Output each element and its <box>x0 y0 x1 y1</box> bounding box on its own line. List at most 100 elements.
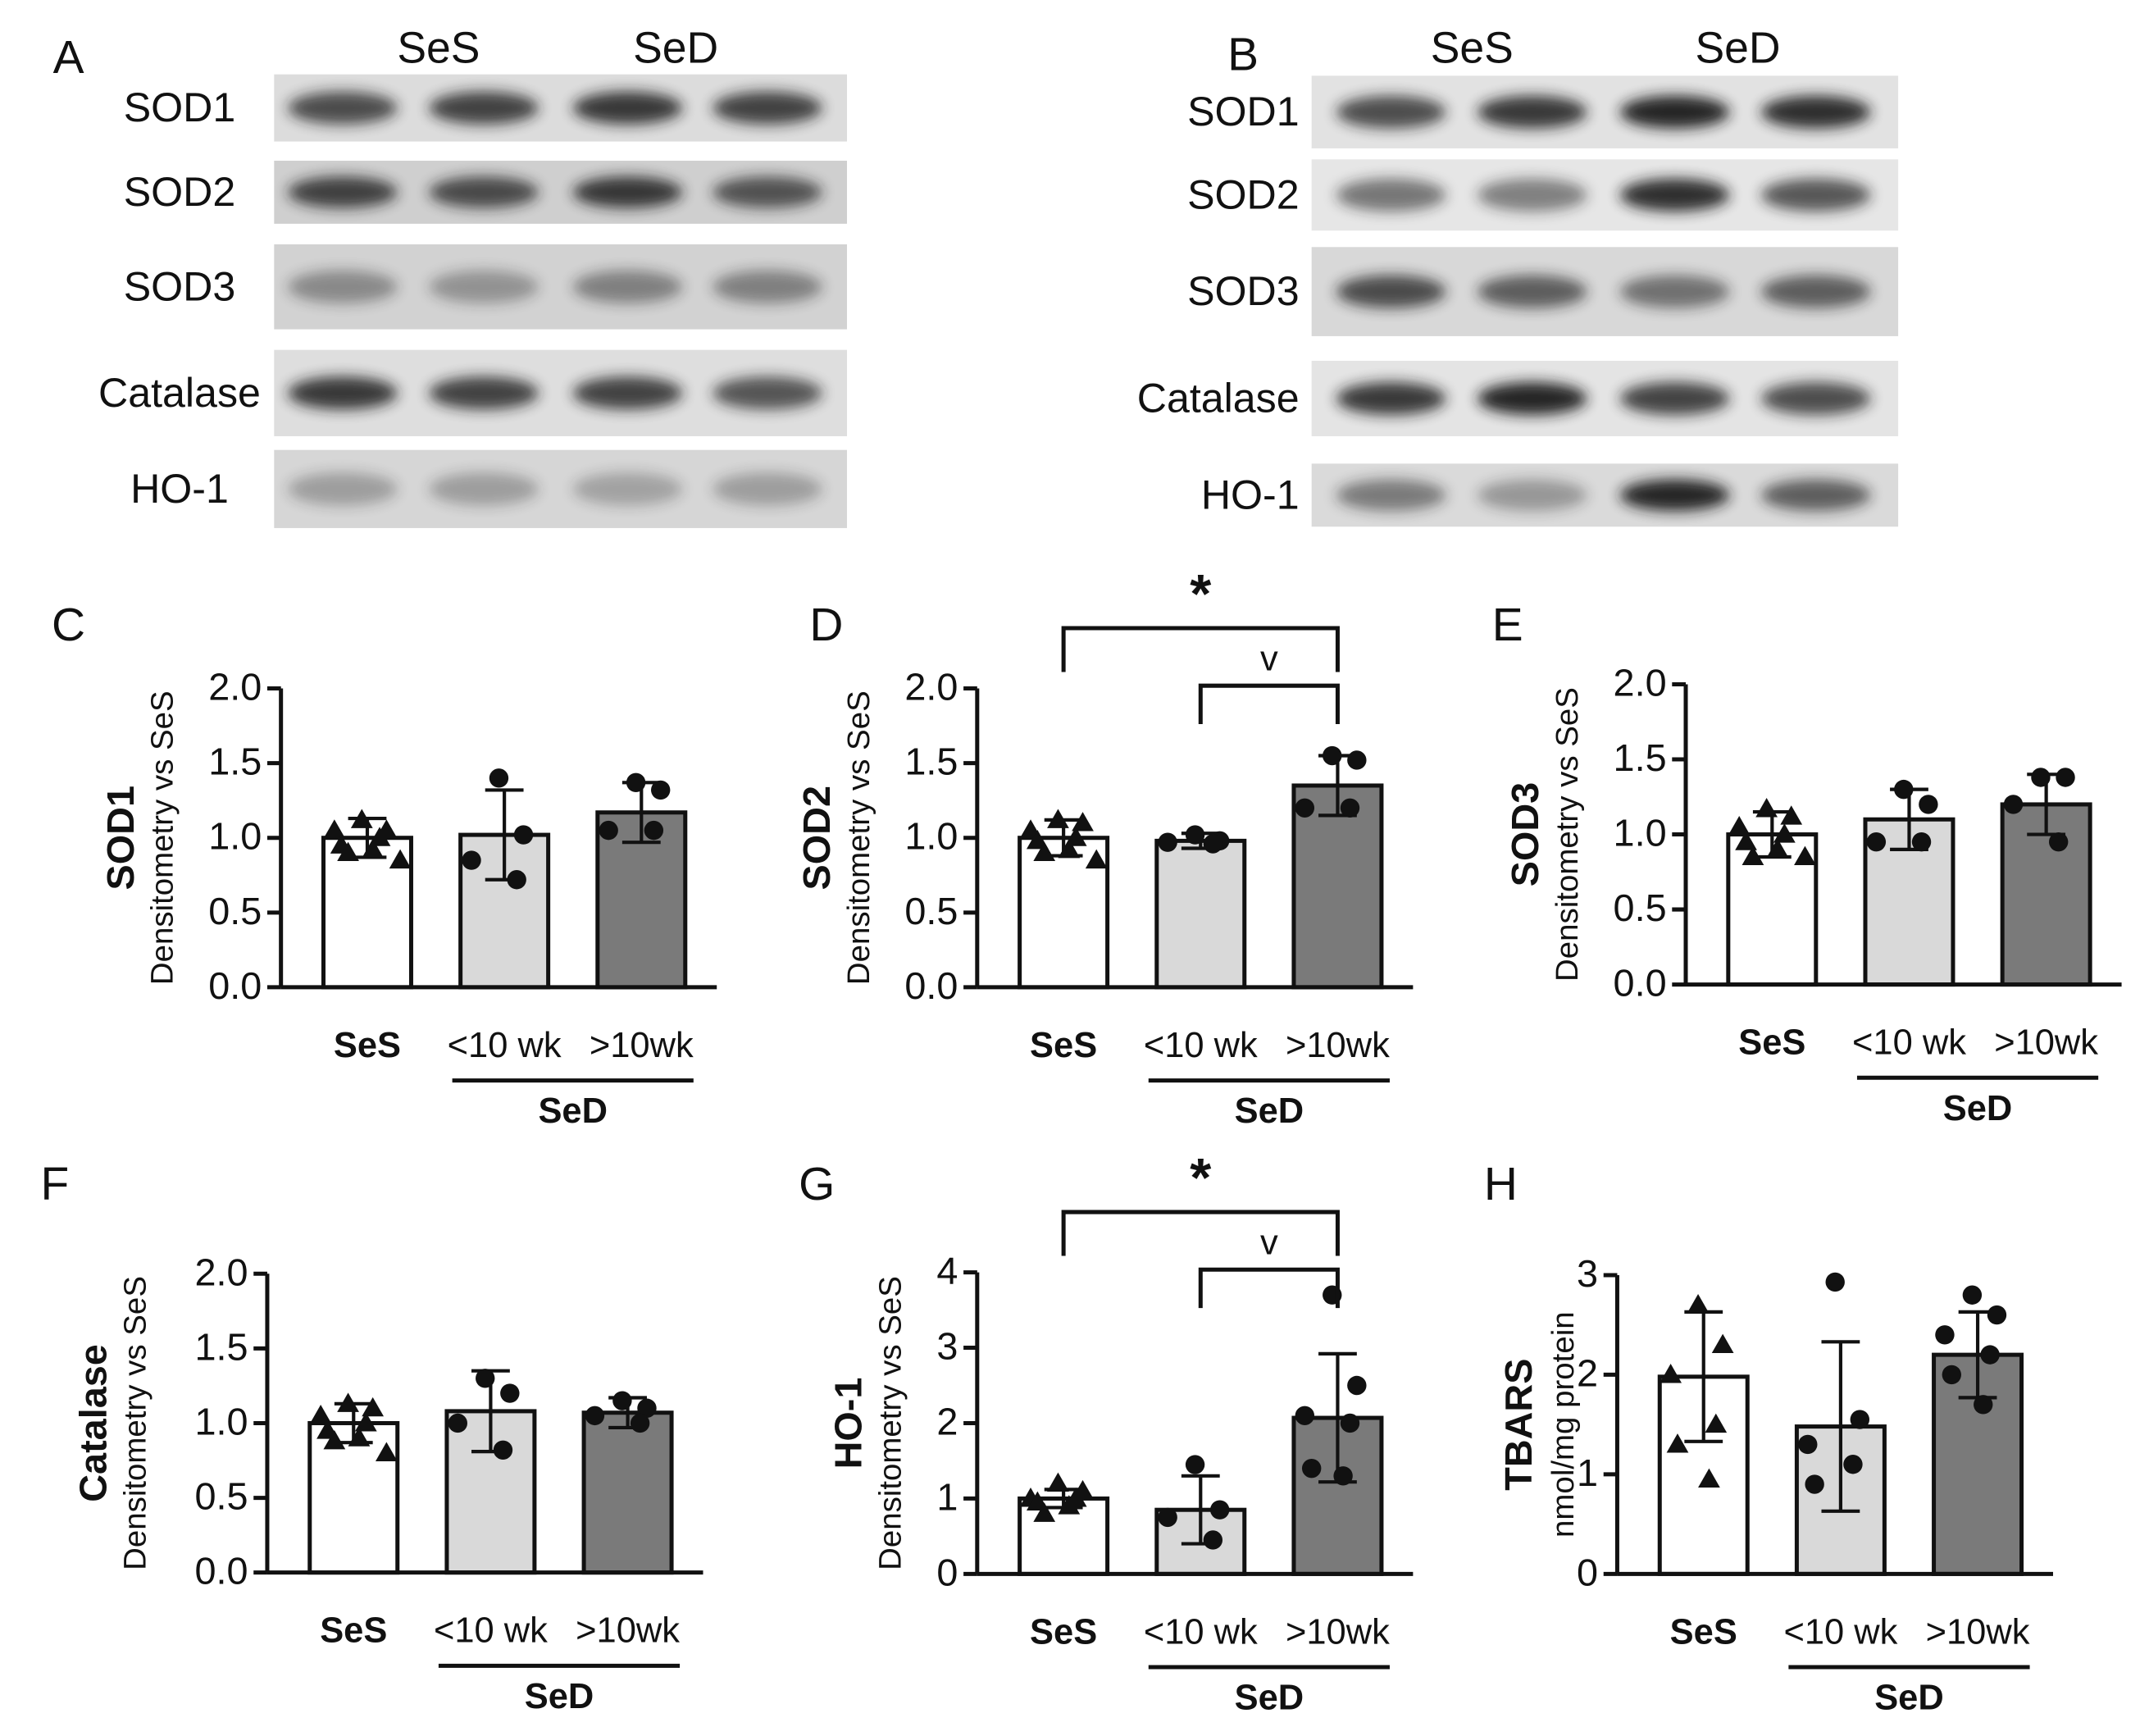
data-point <box>323 819 346 839</box>
x-tick-label: SeS <box>1738 1023 1805 1063</box>
data-point <box>1666 1433 1689 1453</box>
blot-band <box>1336 381 1446 416</box>
y-tick-label: 1.5 <box>194 1325 248 1368</box>
panel-letter: F <box>41 1159 70 1210</box>
data-point <box>1850 1410 1870 1429</box>
blot-band <box>1336 275 1446 308</box>
data-point <box>1911 832 1932 852</box>
data-point <box>1805 1474 1824 1494</box>
data-point <box>585 1406 605 1426</box>
y-axis-title: SOD3 <box>1504 782 1546 886</box>
data-point <box>1203 1530 1223 1550</box>
blot-band <box>1619 479 1730 512</box>
data-point <box>637 1398 657 1418</box>
group-label: SeD <box>1943 1089 2013 1128</box>
x-tick-label: <10 wk <box>1783 1612 1897 1652</box>
data-point <box>2003 795 2024 814</box>
data-point <box>1072 812 1094 832</box>
blot-band <box>1336 479 1446 512</box>
data-point <box>1047 809 1069 828</box>
blot-band <box>1336 178 1446 212</box>
blot-band <box>1336 95 1446 129</box>
blot-band <box>1760 178 1871 212</box>
blot-band <box>288 270 398 303</box>
panel-letter: B <box>1227 30 1259 81</box>
y-axis-subtitle: Densitometry vs SeS <box>145 690 180 985</box>
data-point <box>1962 1285 1983 1305</box>
bar <box>1154 838 1247 990</box>
blot-row-label: Catalase <box>98 370 261 416</box>
y-tick-label: 0.0 <box>1614 962 1667 1005</box>
group-label: SeD <box>1235 1091 1304 1131</box>
y-axis-subtitle: nmol/mg protein <box>1546 1311 1581 1538</box>
blot-band <box>429 472 539 506</box>
data-point <box>626 772 646 793</box>
blot-band <box>713 270 822 303</box>
blot-band <box>713 91 822 125</box>
blot-band <box>1477 479 1587 512</box>
significance-bracket <box>1198 1267 1340 1309</box>
data-point <box>376 1442 398 1461</box>
data-point <box>348 1427 371 1447</box>
data-point <box>1935 1325 1955 1345</box>
data-point <box>1773 823 1796 843</box>
data-point <box>1660 1364 1682 1383</box>
blot-row-label: SOD1 <box>1187 89 1300 134</box>
data-point <box>1780 805 1803 825</box>
data-point <box>1085 849 1108 869</box>
y-tick-label: 1 <box>1577 1451 1598 1494</box>
data-point <box>1942 1365 1961 1385</box>
group-label: SeS <box>1431 24 1514 72</box>
data-point <box>1185 1455 1205 1474</box>
data-point <box>1794 845 1816 866</box>
x-tick-label: <10 wk <box>448 1026 562 1065</box>
blot-band <box>1760 479 1871 512</box>
data-point <box>1033 841 1056 861</box>
panel-letter: A <box>53 32 84 84</box>
bar <box>581 1410 674 1575</box>
data-point <box>1698 1468 1720 1488</box>
data-point <box>1766 838 1789 858</box>
y-tick-label: 1 <box>936 1475 958 1518</box>
y-tick-label: 0.0 <box>194 1550 248 1592</box>
y-axis-subtitle: Densitometry vs SeS <box>1550 687 1585 982</box>
data-point <box>1340 1413 1360 1433</box>
y-tick-label: 2.0 <box>194 1251 248 1293</box>
data-point <box>1058 838 1081 859</box>
data-point <box>1323 745 1342 766</box>
y-tick-label: 0 <box>936 1551 958 1593</box>
blot-band <box>713 376 822 410</box>
y-tick-label: 1.0 <box>1614 812 1667 854</box>
significance-bracket <box>1061 1210 1340 1256</box>
x-tick-label: >10wk <box>590 1026 694 1065</box>
data-point <box>1209 1500 1230 1520</box>
y-tick-label: 2 <box>1577 1351 1598 1394</box>
y-tick-label: 3 <box>1577 1252 1598 1295</box>
y-axis-subtitle: Densitometry vs SeS <box>872 1276 908 1570</box>
group-label: SeD <box>1874 1679 1944 1718</box>
y-tick-label: 1.0 <box>194 1401 248 1443</box>
y-axis-title: Catalase <box>71 1344 114 1502</box>
data-point <box>644 820 664 841</box>
data-point <box>1058 1495 1081 1515</box>
data-point <box>1158 832 1177 852</box>
blot-band <box>572 176 683 208</box>
blot-band <box>1760 275 1871 308</box>
blot-band <box>429 270 539 303</box>
blot-row-label: SOD2 <box>1187 171 1300 217</box>
data-point <box>1894 779 1914 800</box>
y-axis-title: TBARS <box>1497 1359 1540 1491</box>
data-point <box>500 1383 520 1403</box>
data-point <box>1295 1406 1315 1425</box>
data-point <box>1333 1466 1353 1486</box>
x-tick-label: >10wk <box>1994 1023 2098 1063</box>
y-axis-title: HO-1 <box>826 1378 869 1469</box>
blot-band <box>288 472 398 506</box>
y-axis-title: SOD1 <box>99 786 142 890</box>
blot-band <box>1619 275 1730 308</box>
y-tick-label: 0.0 <box>208 964 262 1007</box>
y-tick-label: 0.5 <box>194 1475 248 1518</box>
blot-band <box>1477 178 1587 212</box>
data-point <box>1728 816 1751 836</box>
data-point <box>337 1392 359 1412</box>
